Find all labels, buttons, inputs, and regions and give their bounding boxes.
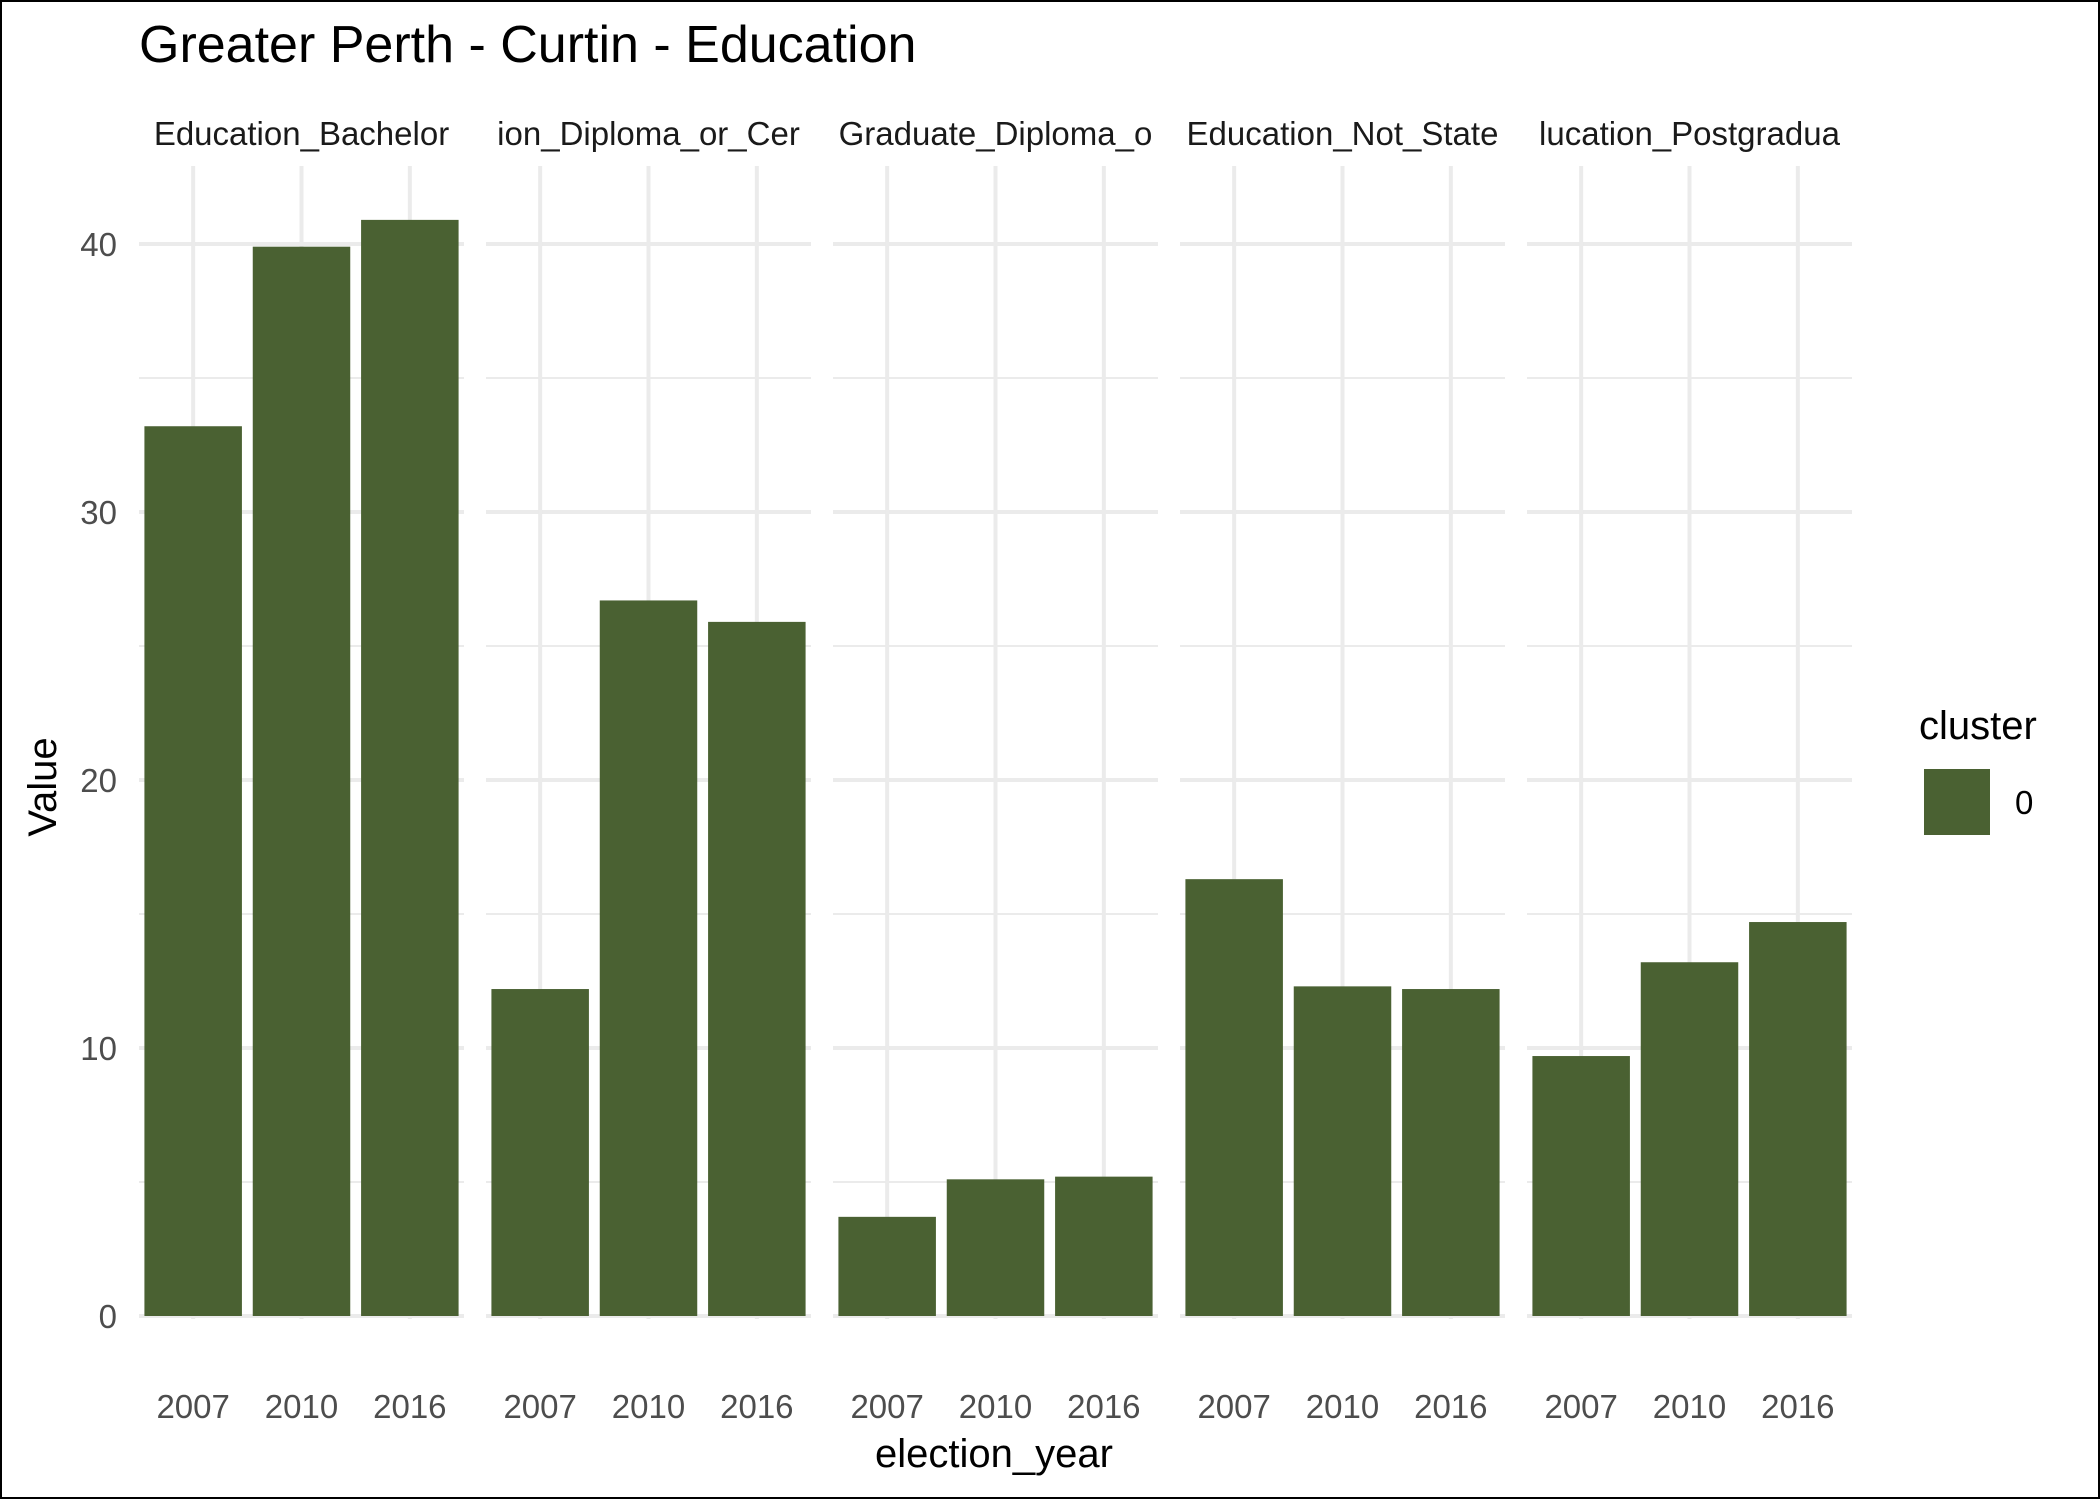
bar — [252, 246, 351, 1317]
bar — [361, 219, 459, 1316]
y-axis: 0 10 20 30 40 — [80, 226, 117, 1335]
legend-key — [1924, 769, 1990, 835]
x-tick-label: 2016 — [373, 1388, 446, 1425]
x-tick-label: 2010 — [1306, 1388, 1379, 1425]
x-tick-label: 2016 — [1761, 1388, 1834, 1425]
bar — [144, 426, 242, 1316]
x-tick-label: 2010 — [265, 1388, 338, 1425]
legend-label: 0 — [2015, 784, 2033, 821]
facet-panel: 2007 2010 2016 Graduate_Diploma_o — [833, 115, 1158, 1425]
x-tick-label: 2016 — [1414, 1388, 1487, 1425]
facet-panel: 2007 2010 2016 lucation_Postgradua — [1527, 115, 1852, 1425]
legend-title: cluster — [1919, 704, 2037, 748]
y-tick-label: 0 — [99, 1298, 117, 1335]
x-tick-label: 2007 — [156, 1388, 229, 1425]
x-tick-label: 2010 — [1653, 1388, 1726, 1425]
bar — [946, 1179, 1045, 1316]
facet-panel: 2007 2010 2016 Education_Not_State — [1180, 115, 1505, 1425]
facet-strip-label: lucation_Postgradua — [1539, 115, 1841, 152]
x-axis-title: election_year — [875, 1432, 1113, 1476]
x-tick-label: 2007 — [1197, 1388, 1270, 1425]
y-tick-label: 10 — [80, 1030, 117, 1067]
bar — [1402, 989, 1500, 1316]
y-tick-label: 20 — [80, 762, 117, 799]
x-tick-label: 2007 — [503, 1388, 576, 1425]
bar — [708, 621, 806, 1316]
facet-strip-label: Graduate_Diploma_o — [839, 115, 1153, 152]
x-tick-label: 2010 — [959, 1388, 1032, 1425]
bar — [1055, 1176, 1153, 1316]
facet-panel: 2007 2010 2016 ion_Diploma_or_Cer — [486, 115, 811, 1425]
y-axis-title: Value — [21, 737, 65, 836]
x-tick-label: 2010 — [612, 1388, 685, 1425]
x-tick-label: 2007 — [850, 1388, 923, 1425]
bar — [599, 600, 698, 1316]
facet-strip-label: ion_Diploma_or_Cer — [497, 115, 800, 152]
chart-title: Greater Perth - Curtin - Education — [139, 16, 916, 74]
bar — [1749, 922, 1847, 1316]
facet-strip-label: Education_Not_State — [1187, 115, 1499, 152]
legend: cluster 0 — [1919, 704, 2037, 835]
bar — [838, 1216, 936, 1316]
x-tick-label: 2016 — [1067, 1388, 1140, 1425]
bar — [491, 989, 589, 1316]
facet-panel: 2007 2010 2016 Education_Bachelor — [139, 115, 464, 1425]
bar — [1532, 1056, 1630, 1316]
y-tick-label: 30 — [80, 494, 117, 531]
bar — [1640, 962, 1739, 1316]
bar — [1293, 986, 1392, 1316]
y-tick-label: 40 — [80, 226, 117, 263]
facet-strip-label: Education_Bachelor — [154, 115, 449, 152]
bar — [1185, 879, 1283, 1316]
x-tick-label: 2007 — [1544, 1388, 1617, 1425]
x-tick-label: 2016 — [720, 1388, 793, 1425]
